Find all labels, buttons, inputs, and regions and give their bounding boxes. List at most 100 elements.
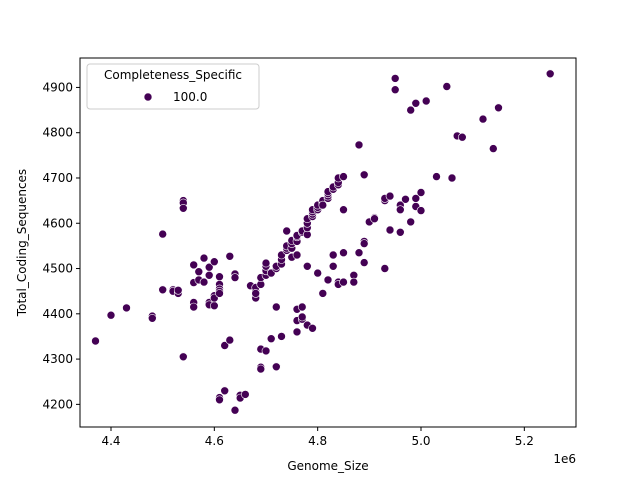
data-point bbox=[370, 214, 379, 223]
data-point bbox=[266, 334, 276, 344]
x-tick-label: 4.4 bbox=[101, 434, 120, 448]
y-tick-label: 4200 bbox=[42, 397, 73, 411]
data-point bbox=[494, 103, 503, 113]
data-point bbox=[488, 144, 498, 153]
data-point bbox=[91, 336, 100, 346]
data-point bbox=[204, 270, 214, 280]
data-point bbox=[158, 229, 167, 239]
data-point bbox=[230, 273, 240, 282]
data-point bbox=[339, 248, 348, 257]
data-point bbox=[225, 251, 235, 261]
data-point bbox=[359, 258, 369, 267]
x-tick-label: 4.6 bbox=[205, 434, 224, 448]
data-point bbox=[354, 140, 364, 150]
data-point bbox=[220, 386, 229, 396]
data-point bbox=[416, 206, 426, 215]
data-point bbox=[225, 335, 235, 345]
x-offset-label: 1e6 bbox=[553, 452, 576, 466]
data-point bbox=[545, 69, 555, 79]
data-point bbox=[277, 332, 286, 341]
data-point bbox=[122, 303, 131, 313]
legend: Completeness_Specific 100.0 bbox=[86, 63, 260, 110]
plot-frame bbox=[79, 57, 577, 428]
data-point bbox=[199, 253, 209, 263]
data-point bbox=[421, 96, 431, 106]
data-point bbox=[478, 114, 488, 124]
x-tick-label: 5.2 bbox=[515, 434, 534, 448]
data-point bbox=[261, 258, 271, 268]
data-point bbox=[442, 82, 452, 91]
data-point bbox=[210, 301, 219, 311]
data-point bbox=[411, 99, 421, 108]
data-point bbox=[106, 310, 116, 320]
data-point bbox=[354, 248, 364, 257]
x-axis-title: Genome_Size bbox=[287, 459, 368, 473]
data-point bbox=[199, 277, 209, 287]
data-point bbox=[215, 289, 224, 298]
data-point bbox=[313, 268, 323, 278]
data-point bbox=[215, 272, 224, 282]
legend-marker bbox=[143, 92, 153, 102]
legend-entry-label: 100.0 bbox=[173, 90, 207, 104]
data-point bbox=[261, 346, 271, 356]
data-point bbox=[179, 352, 188, 362]
data-point bbox=[158, 285, 167, 295]
y-tick-label: 4500 bbox=[42, 262, 73, 276]
data-point bbox=[292, 327, 302, 337]
data-point bbox=[401, 195, 410, 204]
data-point bbox=[230, 405, 240, 415]
data-point bbox=[395, 205, 405, 214]
data-point bbox=[297, 302, 307, 312]
data-point bbox=[395, 228, 405, 237]
data-point bbox=[318, 200, 328, 210]
data-point bbox=[251, 289, 260, 298]
data-point bbox=[194, 267, 204, 277]
data-point bbox=[416, 188, 426, 197]
data-point bbox=[406, 217, 416, 227]
y-axis-title: Total_Coding_Sequences bbox=[15, 169, 29, 317]
x-tick-label: 5.0 bbox=[411, 434, 430, 448]
y-tick-label: 4400 bbox=[42, 307, 73, 321]
data-points bbox=[91, 69, 555, 415]
data-point bbox=[179, 204, 188, 213]
data-point bbox=[457, 132, 467, 142]
data-point bbox=[297, 312, 307, 322]
y-tick-label: 4700 bbox=[42, 171, 73, 185]
data-point bbox=[220, 341, 229, 350]
data-point bbox=[385, 191, 395, 201]
data-point bbox=[271, 302, 281, 312]
data-point bbox=[271, 362, 281, 372]
data-point bbox=[328, 250, 338, 260]
data-point bbox=[302, 261, 312, 271]
y-tick-label: 4900 bbox=[42, 80, 73, 94]
y-axis: 4200 4300 4400 4500 4600 4700 4800 4900 bbox=[42, 80, 80, 411]
x-axis: 4.4 4.6 4.8 5.0 5.2 bbox=[101, 427, 534, 448]
x-tick-label: 4.8 bbox=[308, 434, 327, 448]
data-point bbox=[411, 194, 421, 203]
data-point bbox=[148, 313, 157, 323]
data-point bbox=[349, 277, 359, 287]
y-tick-label: 4600 bbox=[42, 216, 73, 230]
data-point bbox=[339, 172, 348, 181]
legend-title: Completeness_Specific bbox=[104, 68, 242, 82]
data-point bbox=[189, 302, 198, 312]
data-point bbox=[339, 205, 348, 214]
data-point bbox=[385, 225, 395, 235]
data-point bbox=[406, 105, 416, 115]
data-point bbox=[390, 74, 400, 83]
data-point bbox=[447, 173, 457, 183]
data-point bbox=[256, 364, 266, 374]
data-point bbox=[282, 226, 292, 236]
data-point bbox=[380, 264, 390, 273]
data-point bbox=[292, 250, 302, 260]
data-point bbox=[328, 261, 338, 271]
legend-box bbox=[86, 63, 260, 110]
data-point bbox=[318, 289, 328, 298]
data-point bbox=[308, 323, 317, 333]
data-point bbox=[339, 277, 348, 287]
y-tick-label: 4300 bbox=[42, 352, 73, 366]
data-point bbox=[215, 395, 224, 405]
data-point bbox=[390, 85, 400, 94]
